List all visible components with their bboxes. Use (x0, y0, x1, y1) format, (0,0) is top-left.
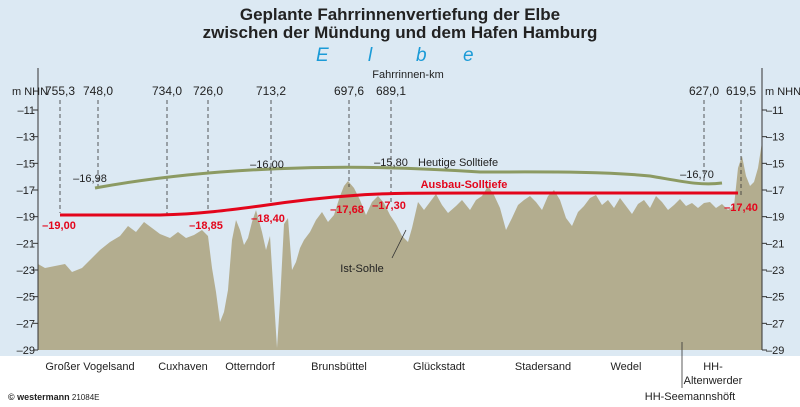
km-label: 697,6 (334, 84, 364, 98)
map-code: 21084E (71, 393, 100, 402)
title-line-2: zwischen der Mündung und dem Hafen Hambu… (202, 23, 598, 42)
tick-label: –21 (766, 238, 784, 250)
tick-label: –15 (766, 158, 784, 170)
place-label: Großer Vogelsand (45, 361, 134, 373)
km-label: 689,1 (376, 84, 406, 98)
title-line-1: Geplante Fahrrinnenvertiefung der Elbe (239, 5, 561, 24)
tick-label: –17 (766, 185, 784, 197)
heutige-value-label: –16,98 (73, 173, 107, 185)
tick-label: –23 (766, 265, 784, 277)
tick-label: –13 (17, 132, 35, 144)
tick-label: –27 (766, 318, 784, 330)
ist-sohle-label: Ist-Sohle (340, 263, 383, 275)
tick-label: –11 (766, 105, 784, 117)
km-label: 748,0 (83, 84, 113, 98)
river-letter: E (316, 45, 329, 66)
tick-label: –29 (766, 345, 784, 357)
fahrrinnen-km-label: Fahrrinnen-km (372, 69, 444, 81)
river-letter: b (416, 45, 427, 66)
heutige-series-label: Heutige Solltiefe (418, 157, 498, 169)
place-label: HH-Seemannshöft (645, 391, 736, 403)
river-letter: e (463, 45, 474, 66)
tick-label: –27 (17, 318, 35, 330)
ausbau-value-label: –18,85 (189, 220, 223, 232)
ausbau-value-label: –17,68 (330, 204, 364, 216)
footer: © westermann 21084E (8, 392, 99, 402)
km-label: 726,0 (193, 84, 223, 98)
km-label: 734,0 (152, 84, 182, 98)
ist-sohle-leader (391, 229, 407, 259)
place-label: Glückstadt (413, 361, 465, 373)
ist-sohle-area (38, 142, 762, 350)
river-label: E l b e (0, 45, 800, 67)
ausbau-value-label: –18,40 (251, 213, 285, 225)
place-label: Stadersand (515, 361, 571, 373)
km-label: 627,0 (689, 84, 719, 98)
place-label: Brunsbüttel (311, 361, 367, 373)
tick-label: –17 (17, 185, 35, 197)
place-label: HH-Altenwerder (684, 361, 743, 387)
tick-label: –19 (17, 212, 35, 224)
copyright: © westermann (8, 392, 70, 402)
km-label: 619,5 (726, 84, 756, 98)
tick-label: –11 (17, 105, 35, 117)
ausbau-solltiefe-line (60, 191, 738, 217)
place-label: Cuxhaven (158, 361, 208, 373)
heutige-value-label: –16,70 (680, 169, 714, 181)
tick-label: –25 (766, 292, 784, 304)
km-marker-lines (59, 100, 742, 214)
place-label: Otterndorf (225, 361, 275, 373)
ausbau-value-label: –17,40 (724, 202, 758, 214)
river-letter: l (368, 45, 373, 66)
axis-ticks: –11 –11 –13 –13 –15 –15 –17 –17 –19 –19 –21 –21 –23 –… (17, 105, 785, 357)
unit-right: m NHN (765, 86, 800, 98)
ausbau-series-label: Ausbau-Solltiefe (421, 179, 508, 191)
ausbau-value-label: –19,00 (42, 220, 76, 232)
tick-label: –23 (17, 265, 35, 277)
heutige-value-label: –16,00 (250, 159, 284, 171)
tick-label: –29 (17, 345, 35, 357)
ausbau-value-label: –17,30 (372, 200, 406, 212)
place-label: Wedel (611, 361, 642, 373)
km-label: 755,3 (45, 84, 75, 98)
unit-left: m NHN (12, 86, 48, 98)
km-label: 713,2 (256, 84, 286, 98)
tick-label: –13 (766, 132, 784, 144)
heutige-solltiefe-line (94, 165, 723, 190)
tick-label: –21 (17, 238, 35, 250)
tick-label: –19 (766, 212, 784, 224)
heutige-value-label: –15,80 (374, 157, 408, 169)
tick-label: –25 (17, 292, 35, 304)
tick-label: –15 (17, 158, 35, 170)
